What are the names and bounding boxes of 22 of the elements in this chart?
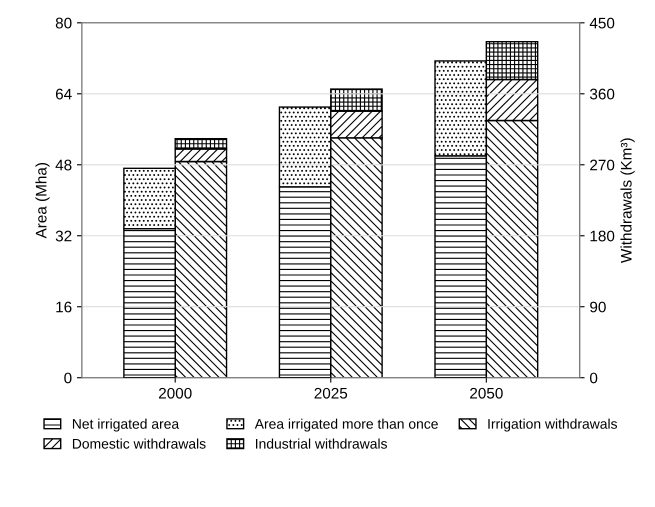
y2-tick-label: 450 xyxy=(590,18,614,28)
legend-label: Domestic withdrawals xyxy=(72,438,206,449)
y-tick-label: 32 xyxy=(56,230,72,242)
x-tick-label: 2025 xyxy=(314,388,348,399)
y2-tick-label: 270 xyxy=(590,160,614,170)
y-tick-label: 80 xyxy=(56,18,72,28)
y-tick-label: 64 xyxy=(56,88,72,100)
y2-tick-label: 360 xyxy=(590,88,614,100)
x-tick-label: 2050 xyxy=(470,388,503,399)
y-tick-label: 48 xyxy=(56,160,72,170)
legend-label: Industrial withdrawals xyxy=(256,438,387,449)
y-axis-title: Area (Mha) xyxy=(35,163,50,238)
y2-axis-title: Withdrawals (Km³) xyxy=(620,138,635,264)
y-tick-label: 0 xyxy=(64,372,72,384)
y2-tick-label: 180 xyxy=(590,230,614,242)
legend-label: Area irrigated more than once xyxy=(254,418,438,432)
legend-label: Net irrigated area xyxy=(72,418,180,432)
legend-label: Irrigation withdrawals xyxy=(488,418,618,432)
y-tick-label: 16 xyxy=(56,302,72,312)
y2-tick-label: 0 xyxy=(590,372,598,384)
x-tick-label: 2000 xyxy=(158,388,192,399)
y2-tick-label: 90 xyxy=(590,302,606,312)
